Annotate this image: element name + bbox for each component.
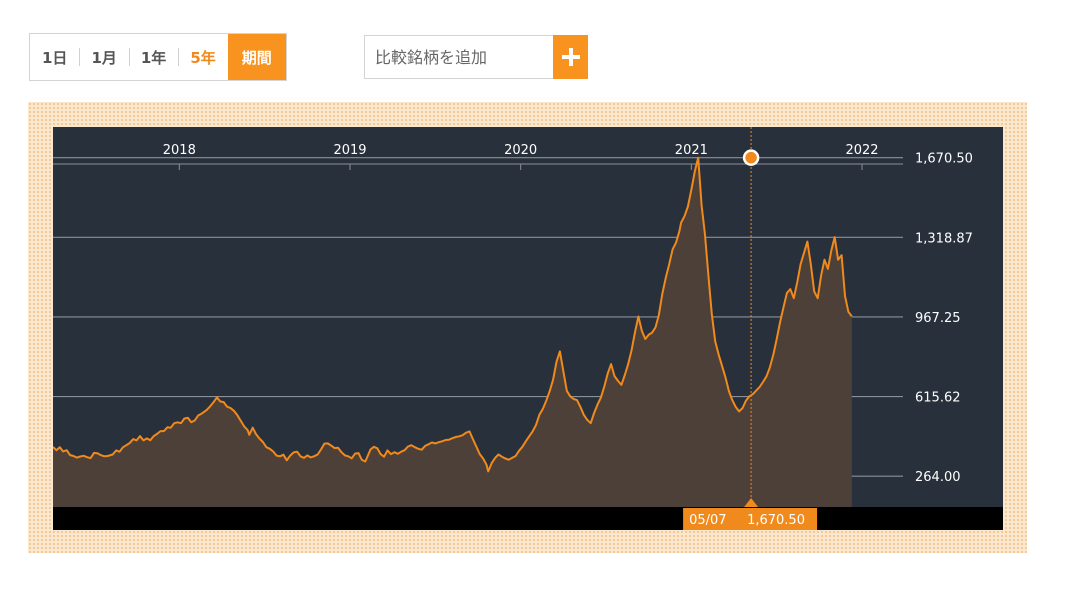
crosshair-marker[interactable]	[742, 149, 760, 166]
y-tick-label: 967.25	[915, 311, 961, 326]
period-tab-1day[interactable]: 1日	[42, 48, 68, 67]
period-tab-1month[interactable]: 1月	[79, 34, 128, 80]
x-tick-label: 2022	[845, 143, 878, 158]
y-axis-labels: 264.00 615.62 967.25 1,318.87 1,670.50	[915, 152, 973, 486]
crosshair-date: 05/07	[689, 513, 726, 528]
add-compare-button[interactable]	[553, 35, 588, 79]
period-tab-5year[interactable]: 5年	[178, 34, 227, 80]
x-axis-ticks: 2018 2019 2020 2021 2022	[163, 143, 879, 170]
crosshair-label-box	[683, 508, 818, 530]
x-tick-label: 2020	[504, 143, 537, 158]
x-tick-label: 2021	[675, 143, 708, 158]
crosshair-pointer	[744, 498, 759, 507]
crosshair: 05/07 1,670.50	[683, 127, 818, 530]
x-tick-label: 2018	[163, 143, 196, 158]
y-tick-label: 1,318.87	[915, 231, 973, 246]
plus-icon	[561, 48, 580, 66]
price-area	[53, 157, 852, 507]
compare-control	[364, 35, 588, 79]
range-button[interactable]: 期間	[227, 34, 286, 80]
period-tab-1year[interactable]: 1年	[128, 34, 178, 80]
y-tick-label: 615.62	[915, 391, 961, 406]
y-tick-label: 264.00	[915, 470, 961, 485]
x-axis-band	[53, 507, 1003, 530]
compare-symbol-input[interactable]	[364, 35, 553, 79]
period-tabs: 1日 1月 1年 5年 期間	[29, 33, 287, 81]
x-tick-label: 2019	[333, 143, 366, 158]
price-chart[interactable]: 2018 2019 2020 2021 2022 264.00 615.62 967.25 1…	[53, 127, 1003, 530]
crosshair-value: 1,670.50	[747, 513, 805, 528]
y-tick-label: 1,670.50	[915, 152, 973, 167]
price-line	[53, 156, 853, 473]
